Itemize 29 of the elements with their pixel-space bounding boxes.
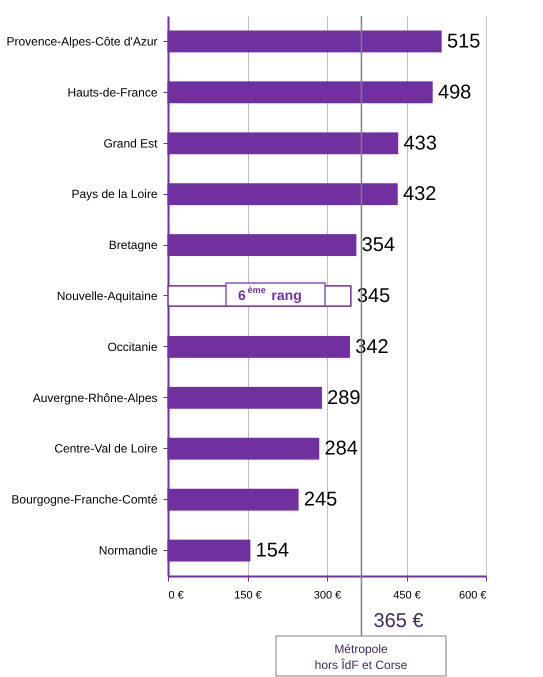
data-label: 515 xyxy=(446,30,480,52)
data-label: 345 xyxy=(356,285,390,307)
y-tick-label: Pays de la Loire xyxy=(71,187,158,202)
data-label: 354 xyxy=(362,234,395,256)
ref-line-label: 365 € xyxy=(373,610,424,632)
data-label: 245 xyxy=(304,488,338,511)
y-tick-label: Bretagne xyxy=(108,238,158,252)
data-label: 289 xyxy=(327,386,361,409)
y-tick-label: Normandie xyxy=(98,544,158,558)
y-tick-label: Hauts-de-France xyxy=(67,85,158,100)
data-label: 342 xyxy=(355,336,389,358)
x-tick-label: 450 € xyxy=(393,590,421,602)
data-label: 154 xyxy=(256,540,289,562)
text: Métropole hors ÎdF et Corse xyxy=(314,642,408,672)
x-tick-label: 0 € xyxy=(168,590,184,602)
x-tick-label: 600 € xyxy=(458,590,486,602)
y-tick-label: Grand Est xyxy=(103,136,158,150)
x-tick-label: 150 € xyxy=(234,590,262,602)
y-tick-label: Centre-Val de Loire xyxy=(54,442,158,456)
data-label: 432 xyxy=(402,183,436,206)
x-tick-label: 300 € xyxy=(314,590,342,602)
y-tick-label: Occitanie xyxy=(107,340,158,354)
y-tick-label: Bourgogne-Franche-Comté xyxy=(11,492,158,507)
y-tick-label: Provence-Alpes-Côte d'Azur xyxy=(6,34,158,48)
data-label: 433 xyxy=(403,132,437,154)
y-tick-label: Nouvelle-Aquitaine xyxy=(56,289,158,303)
data-label: 498 xyxy=(438,81,472,104)
data-label: 284 xyxy=(324,438,358,460)
y-tick-label: Auvergne-Rhône-Alpes xyxy=(32,390,158,405)
